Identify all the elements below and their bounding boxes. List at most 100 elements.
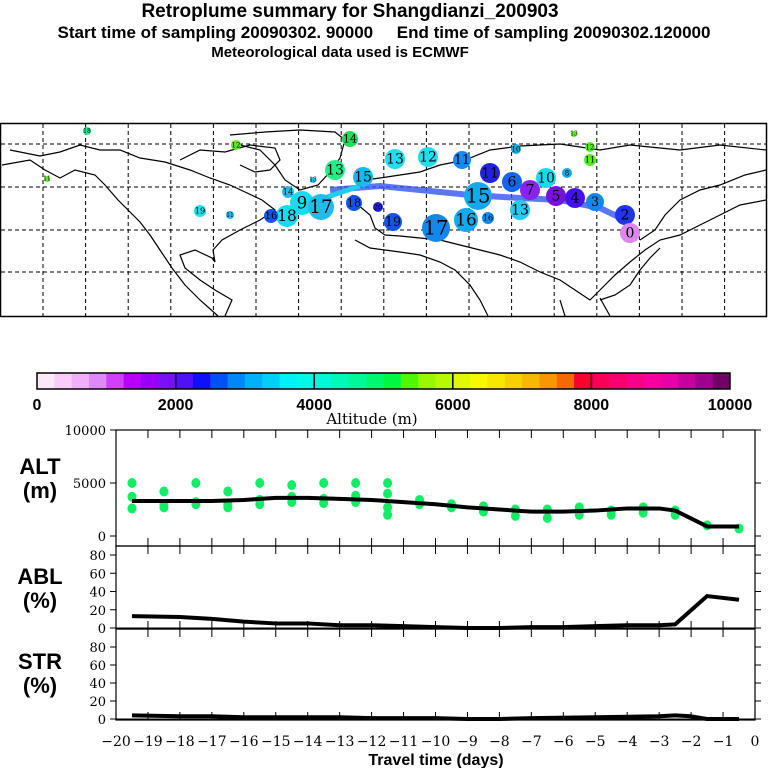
altitude-sample-point (255, 494, 265, 505)
altitude-sample-point (383, 509, 393, 520)
plume-marker (342, 131, 358, 147)
colorbar-swatch (296, 373, 315, 389)
plume-circle (290, 191, 314, 215)
plume-day-label: 16 (455, 209, 476, 229)
colorbar-swatch (660, 373, 679, 389)
plume-circle (454, 208, 478, 232)
colorbar-title: Altitude (m) (325, 410, 417, 428)
altitude-sample-point (542, 512, 552, 523)
plume-day-label: 9 (297, 192, 308, 212)
plume-marker (264, 209, 278, 223)
plume-day-label: 6 (508, 175, 517, 191)
colorbar-swatch (262, 373, 281, 389)
plume-day-label: 19 (385, 214, 401, 229)
plume-day-label: 18 (277, 207, 297, 225)
colorbar-swatch (37, 373, 55, 389)
altitude-sample-point (191, 497, 201, 508)
plume-circle (520, 180, 540, 200)
abl-panel-label: ABL (%) (0, 565, 80, 613)
plume-circle (565, 188, 585, 208)
colorbar-frame (36, 372, 731, 390)
colorbar-swatch (626, 373, 644, 389)
plume-circle (418, 147, 438, 167)
coastline (9, 144, 277, 317)
colorbar-swatch (400, 373, 419, 389)
plume-circle (510, 200, 530, 220)
plume-marker (353, 167, 373, 187)
x-tick-label: −15 (261, 734, 291, 750)
abl-y-tick-label: 40 (89, 586, 106, 601)
plume-day-label: 16 (265, 211, 277, 222)
altitude-sample-point (287, 497, 297, 508)
plume-marker (464, 182, 492, 210)
x-tick-label: −11 (389, 734, 419, 750)
plume-circle (422, 214, 450, 242)
colorbar-swatch (331, 373, 350, 389)
str-y-tick-label: 80 (89, 641, 106, 656)
altitude-sample-point (542, 504, 552, 515)
plume-marker (373, 202, 383, 212)
colorbar-swatch (348, 373, 367, 389)
plume-marker (615, 205, 635, 225)
altitude-sample-point (159, 499, 169, 510)
coastline (599, 247, 661, 301)
plume-marker (565, 188, 585, 208)
alt-panel-frame (115, 429, 756, 547)
x-tick-label: −4 (617, 734, 638, 750)
altitude-sample-point (478, 501, 488, 512)
plume-day-label: 11 (454, 152, 470, 167)
alt-label: ALT (19, 454, 61, 479)
str-y-tick-label: 40 (89, 677, 106, 692)
plume-circle (276, 205, 298, 227)
altitude-sample-point (287, 480, 297, 491)
altitude-sample-point (383, 502, 393, 513)
plume-marker (453, 151, 471, 169)
altitude-sample-point (351, 490, 361, 501)
coastline (1, 159, 219, 317)
x-tick-label: −1 (713, 734, 734, 750)
colorbar-swatch (539, 373, 558, 389)
plume-day-label: 12 (419, 150, 437, 166)
x-tick-label: −12 (357, 734, 387, 750)
plume-day-label: 12 (232, 141, 241, 149)
altitude-sample-point (223, 486, 233, 497)
plume-circle (571, 131, 577, 137)
coastline (354, 239, 489, 317)
plume-circle (346, 195, 362, 211)
colorbar-tick-label: 6000 (435, 397, 471, 414)
plume-day-label: 11 (481, 166, 499, 182)
x-tick-label: −19 (133, 734, 163, 750)
abl-unit: (%) (22, 588, 58, 613)
altitude-sample-point (478, 506, 488, 517)
plume-day-label: 18 (347, 197, 361, 210)
plume-circle (385, 149, 405, 169)
x-tick-label: −17 (197, 734, 227, 750)
coastline (179, 144, 281, 173)
colorbar-swatch (522, 373, 540, 389)
str-unit: (%) (22, 673, 58, 698)
plume-day-label: 13 (386, 152, 404, 168)
plume-circle (264, 209, 278, 223)
plume-marker (502, 172, 522, 192)
abl-label: ABL (17, 564, 63, 589)
plume-circle (511, 144, 521, 154)
plume-day-label: 13 (309, 176, 317, 183)
plume-circle (325, 160, 345, 180)
altitude-sample-point (574, 509, 584, 520)
colorbar-tick-label: 10000 (708, 397, 753, 414)
plume-marker (308, 194, 334, 220)
altitude-sample-point (127, 478, 137, 488)
plume-marker (482, 212, 494, 224)
plume-day-label: 11 (226, 212, 234, 219)
str-panel-label: STR (%) (0, 650, 80, 698)
x-tick-label: −9 (457, 734, 478, 750)
plume-marker (562, 168, 572, 178)
colorbar-swatch (695, 373, 714, 389)
plume-day-label: 17 (424, 216, 449, 239)
met-data-note: Meteorological data used is ECMWF (211, 44, 469, 61)
plume-marker (510, 200, 530, 220)
altitude-sample-point (255, 478, 265, 488)
colorbar-swatch (452, 373, 471, 389)
str-label: STR (18, 649, 62, 674)
